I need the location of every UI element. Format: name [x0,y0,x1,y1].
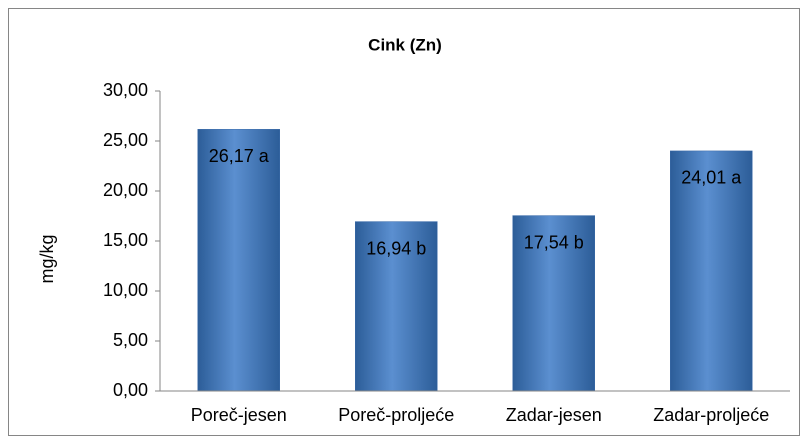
y-tick-label: 15,00 [103,230,148,250]
bar [197,129,280,392]
y-tick-label: 20,00 [103,180,148,200]
bar [355,221,438,392]
x-tick-label: Zadar-jesen [506,405,602,425]
bar [670,150,753,392]
y-tick-label: 5,00 [113,330,148,350]
y-tick-label: 25,00 [103,130,148,150]
data-label: 24,01 a [681,168,742,188]
x-tick-label: Poreč-proljeće [338,405,454,425]
bar [512,215,595,392]
y-tick-label: 0,00 [113,380,148,400]
data-label: 16,94 b [366,238,426,258]
chart-title: Cink (Zn) [368,35,442,54]
y-tick-label: 30,00 [103,80,148,100]
data-label: 17,54 b [524,232,584,252]
data-label: 26,17 a [209,146,270,166]
y-tick-label: 10,00 [103,280,148,300]
x-tick-label: Poreč-jesen [191,405,287,425]
x-tick-label: Zadar-proljeće [653,405,769,425]
y-axis-label: mg/kg [37,234,57,283]
